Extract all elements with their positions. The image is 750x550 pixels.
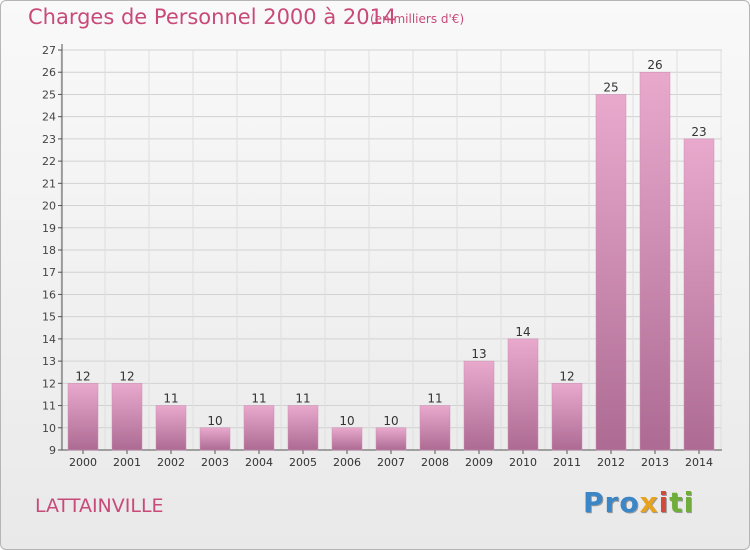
logo-part: ti <box>669 486 695 519</box>
x-tick-label: 2012 <box>597 456 625 469</box>
x-tick-label: 2011 <box>553 456 581 469</box>
y-tick-label: 11 <box>42 400 56 413</box>
x-tick-label: 2003 <box>201 456 229 469</box>
bar <box>419 405 451 451</box>
bar <box>683 138 715 451</box>
bar-value-label: 11 <box>251 392 266 406</box>
bar <box>111 383 143 451</box>
x-tick-label: 2014 <box>685 456 713 469</box>
bar <box>551 383 583 451</box>
bar <box>595 94 627 451</box>
bar <box>375 427 407 451</box>
x-tick-label: 2007 <box>377 456 405 469</box>
x-tick-label: 2008 <box>421 456 449 469</box>
y-tick-label: 18 <box>42 244 56 257</box>
x-tick-label: 2013 <box>641 456 669 469</box>
y-tick-label: 15 <box>42 311 56 324</box>
y-tick-label: 19 <box>42 222 56 235</box>
bar <box>463 360 495 451</box>
bar-value-label: 11 <box>163 392 178 406</box>
label-layer: 12 12 11 10 11 11 10 10 11 13 14 12 25 26 23 <box>75 58 706 428</box>
y-tick-label: 22 <box>42 155 56 168</box>
y-tick-label: 20 <box>42 200 56 213</box>
bar <box>507 338 539 451</box>
bar-value-label: 12 <box>559 369 574 383</box>
commune-name: LATTAINVILLE <box>35 495 164 517</box>
y-tick-label: 25 <box>42 88 56 101</box>
bar <box>287 405 319 451</box>
y-tick-label: 26 <box>42 66 56 79</box>
bar-value-label: 10 <box>383 414 398 428</box>
chart-subtitle: (en milliers d'€) <box>370 12 465 26</box>
bar <box>639 71 671 451</box>
y-tick-label: 24 <box>42 111 56 124</box>
logo-part: i <box>658 486 670 519</box>
bar-value-label: 25 <box>603 80 618 94</box>
bar-layer <box>67 71 715 451</box>
bar-value-label: 23 <box>691 125 706 139</box>
bar-value-label: 26 <box>647 58 662 72</box>
y-tick-label: 27 <box>42 44 56 57</box>
x-tick-label: 2001 <box>113 456 141 469</box>
x-tick-label: 2009 <box>465 456 493 469</box>
bar <box>199 427 231 451</box>
y-tick-label: 16 <box>42 288 56 301</box>
y-tick-label: 9 <box>49 444 56 457</box>
bar-value-label: 14 <box>515 325 530 339</box>
y-tick-label: 10 <box>42 422 56 435</box>
bar-value-label: 12 <box>119 369 134 383</box>
bar-value-label: 10 <box>207 414 222 428</box>
y-tick-label: 23 <box>42 133 56 146</box>
bar <box>155 405 187 451</box>
bar-value-label: 12 <box>75 369 90 383</box>
bar-value-label: 10 <box>339 414 354 428</box>
bar-value-label: 13 <box>471 347 486 361</box>
y-tick-label: 13 <box>42 355 56 368</box>
bar-value-label: 11 <box>295 392 310 406</box>
logo-part: Pro <box>583 486 640 519</box>
x-tick-label: 2000 <box>69 456 97 469</box>
x-tick-label: 2005 <box>289 456 317 469</box>
x-tick-label: 2002 <box>157 456 185 469</box>
chart-title: Charges de Personnel 2000 à 2014 <box>28 5 397 29</box>
bar-value-label: 11 <box>427 392 442 406</box>
bar <box>331 427 363 451</box>
y-tick-label: 14 <box>42 333 56 346</box>
y-tick-label: 21 <box>42 177 56 190</box>
x-tick-label: 2006 <box>333 456 361 469</box>
proxiti-logo: Proxiti <box>583 486 694 519</box>
x-tick-label: 2010 <box>509 456 537 469</box>
y-tick-label: 12 <box>42 377 56 390</box>
bar <box>67 383 99 451</box>
bar <box>243 405 275 451</box>
x-tick-label: 2004 <box>245 456 273 469</box>
y-tick-label: 17 <box>42 266 56 279</box>
logo-part: x <box>639 486 659 519</box>
